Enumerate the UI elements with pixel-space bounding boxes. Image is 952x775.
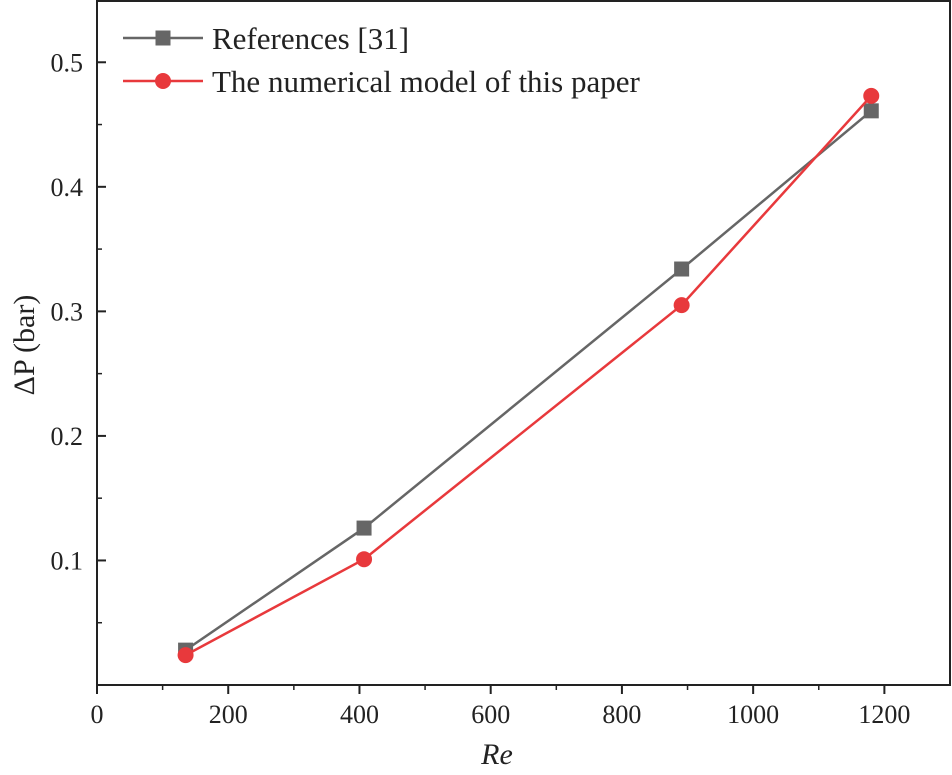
y-tick-label-0.4: 0.4 xyxy=(51,173,84,202)
legend: References [31] The numerical model of th… xyxy=(123,21,641,99)
plot-frame xyxy=(96,0,951,686)
series-2-point xyxy=(356,551,373,568)
legend-label-1: References [31] xyxy=(212,21,409,56)
legend-marker-1 xyxy=(155,30,171,46)
series-line-2 xyxy=(184,95,873,657)
ticks: 0 200 400 600 800 1000 1200 0.1 0.2 0.3 0.4 0.5 xyxy=(51,0,910,729)
axes xyxy=(96,0,951,686)
series-1-point xyxy=(863,103,879,119)
y-tick-label-0.1: 0.1 xyxy=(51,546,84,575)
legend-label-2: The numerical model of this paper xyxy=(212,64,641,99)
series-line-1 xyxy=(184,109,873,652)
x-tick-label-200: 200 xyxy=(209,700,248,729)
x-tick-label-400: 400 xyxy=(340,700,379,729)
series-1-point xyxy=(674,261,690,277)
y-axis-title: ΔP (bar) xyxy=(8,295,41,396)
series-2-point xyxy=(673,297,690,314)
series-2-point xyxy=(177,647,194,664)
series-2-point xyxy=(863,87,880,104)
y-tick-label-0.2: 0.2 xyxy=(51,422,84,451)
legend-marker-2 xyxy=(155,73,171,89)
x-axis-title: Re xyxy=(480,738,513,771)
x-tick-label-1000: 1000 xyxy=(727,700,779,729)
x-tick-label-1200: 1200 xyxy=(858,700,910,729)
y-tick-label-0.5: 0.5 xyxy=(51,48,84,77)
x-tick-label-800: 800 xyxy=(602,700,641,729)
y-tick-label-0.3: 0.3 xyxy=(51,297,84,326)
x-tick-label-600: 600 xyxy=(471,700,510,729)
series-1-point xyxy=(356,520,372,536)
x-tick-label-0: 0 xyxy=(91,700,104,729)
series xyxy=(177,87,880,664)
